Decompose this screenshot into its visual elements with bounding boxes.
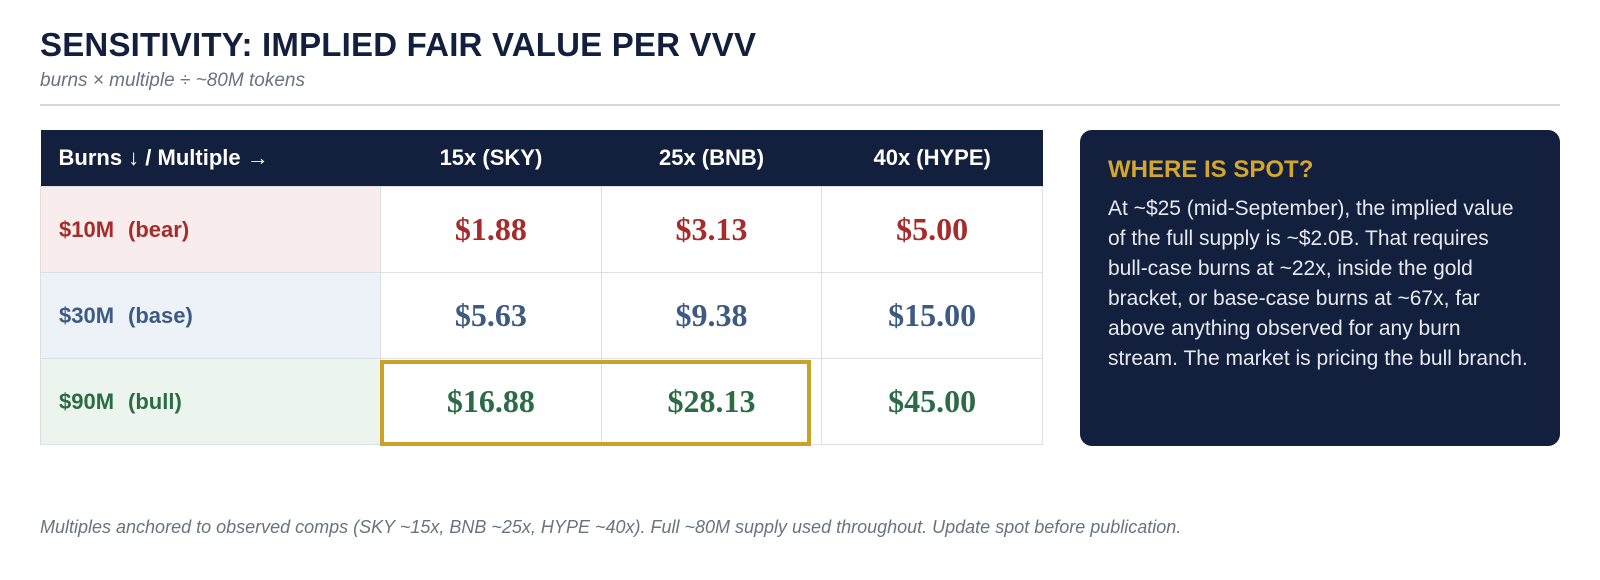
case-label: (base) (128, 302, 193, 328)
row-header-bull: $90M (bull) (39, 358, 382, 445)
burns-value: $10M (59, 216, 115, 242)
row-header-base: $30M (base) (39, 272, 382, 359)
panel-title: WHERE IS SPOT? (1108, 156, 1314, 183)
column-header-hype: 40x (HYPE) (821, 130, 1043, 187)
value-cell: $45.00 (821, 358, 1043, 445)
case-label: (bull) (128, 388, 182, 414)
page-subtitle: burns × multiple ÷ ~80M tokens (40, 70, 305, 91)
sensitivity-table: Burns ↓ / Multiple → 15x (SKY) 25x (BNB)… (39, 130, 1043, 445)
table-header-row: Burns ↓ / Multiple → 15x (SKY) 25x (BNB)… (40, 130, 1043, 187)
header-divider (40, 104, 1560, 106)
row-header-bear: $10M (bear) (39, 186, 382, 273)
corner-header: Burns ↓ / Multiple → (40, 130, 381, 187)
burns-value: $30M (59, 302, 115, 328)
case-label: (bear) (128, 216, 190, 242)
panel-body: At ~$25 (mid-September), the implied val… (1108, 197, 1528, 370)
value-cell: $9.38 (600, 272, 823, 359)
page-title: SENSITIVITY: IMPLIED FAIR VALUE PER VVV (40, 26, 757, 63)
burns-value: $90M (59, 388, 115, 414)
table-row-base: $30M (base) $5.63 $9.38 $15.00 (39, 272, 1043, 359)
footnote: Multiples anchored to observed comps (SK… (40, 517, 1182, 537)
value-cell: $28.13 (600, 358, 823, 445)
table-row-bull: $90M (bull) $16.88 $28.13 $45.00 (39, 358, 1043, 445)
value-cell: $5.63 (380, 272, 602, 359)
column-header-bnb: 25x (BNB) (601, 130, 822, 187)
value-cell: $15.00 (821, 272, 1043, 359)
value-cell: $1.88 (380, 186, 602, 273)
value-cell: $16.88 (380, 358, 602, 445)
column-header-sky: 15x (SKY) (380, 130, 602, 187)
value-cell: $3.13 (600, 186, 823, 273)
value-cell: $5.00 (821, 186, 1043, 273)
spot-callout-panel: WHERE IS SPOT? At ~$25 (mid-September), … (1080, 130, 1560, 446)
table-row-bear: $10M (bear) $1.88 $3.13 $5.00 (39, 186, 1043, 273)
